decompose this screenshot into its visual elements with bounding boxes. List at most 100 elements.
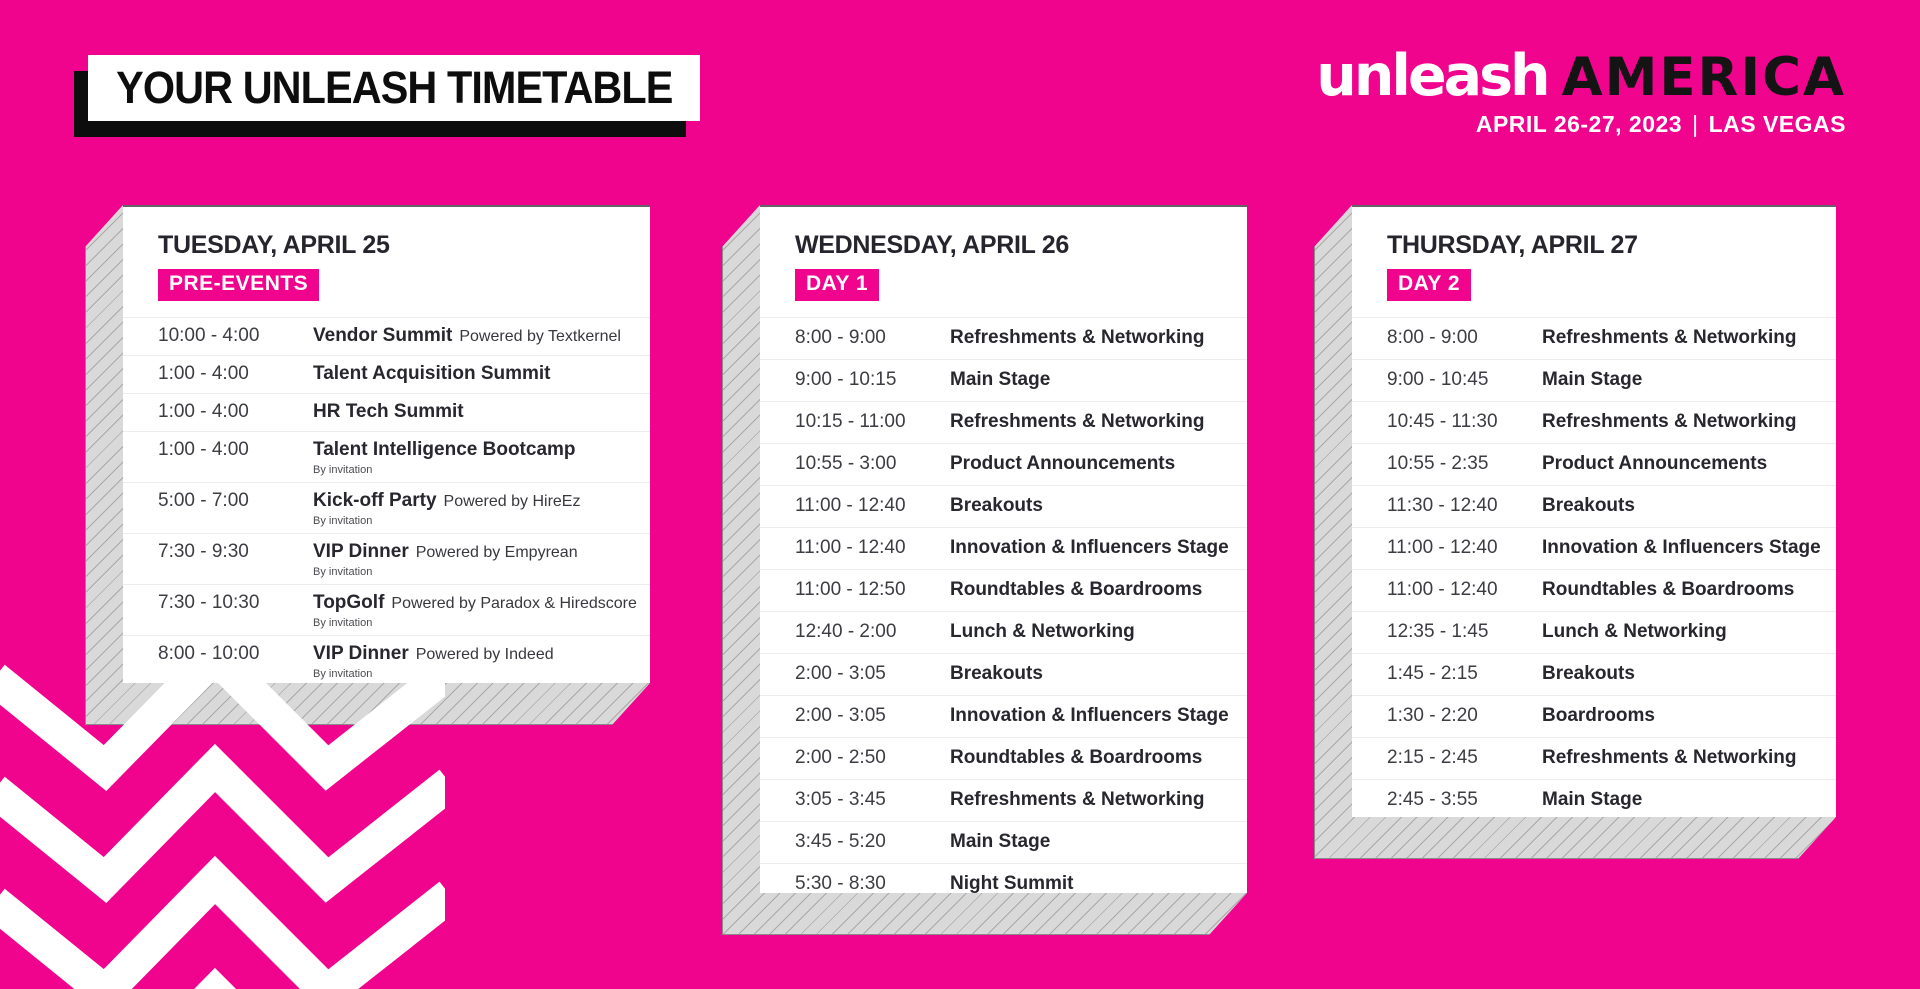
event-title: Lunch & Networking: [1542, 621, 1727, 642]
event-title: Product Announcements: [950, 453, 1176, 474]
event-body: TopGolf Powered by Paradox & Hiredscore By…: [313, 591, 638, 629]
event-body: Product Announcements: [1542, 452, 1824, 477]
event-city: LAS VEGAS: [1708, 111, 1846, 137]
event-body: Lunch & Networking: [950, 620, 1235, 645]
event-time: 9:00 - 10:45: [1387, 369, 1489, 390]
event-note: By invitation: [313, 617, 373, 629]
event-time: 11:00 - 12:40: [1387, 579, 1498, 600]
event-title: Boardrooms: [1542, 705, 1655, 726]
event-body: Talent Acquisition Summit: [313, 362, 638, 387]
event-row: 2:15 - 2:45 Refreshments & Networking: [1352, 738, 1836, 780]
event-title: Refreshments & Networking: [1542, 747, 1797, 768]
event-body: Refreshments & Networking: [1542, 326, 1824, 351]
event-time: 10:55 - 3:00: [795, 453, 897, 474]
event-title: Main Stage: [1542, 789, 1643, 810]
event-title: HR Tech Summit: [313, 401, 464, 422]
event-row: 9:00 - 10:45 Main Stage: [1352, 360, 1836, 402]
event-row: 10:15 - 11:00 Refreshments & Networking: [760, 402, 1247, 444]
event-title: Refreshments & Networking: [950, 327, 1205, 348]
event-row: 12:35 - 1:45 Lunch & Networking: [1352, 612, 1836, 654]
event-time: 10:00 - 4:00: [158, 325, 260, 346]
card-wednesday: WEDNESDAY, APRIL 26 DAY 1 8:00 - 9:00 Ref…: [760, 205, 1247, 893]
event-list: 8:00 - 9:00 Refreshments & Networking 9:00…: [760, 317, 1247, 893]
event-row: 8:00 - 9:00 Refreshments & Networking: [1352, 318, 1836, 360]
event-body: Roundtables & Boardrooms: [950, 746, 1235, 771]
card-face: WEDNESDAY, APRIL 26 DAY 1 8:00 - 9:00 Ref…: [760, 205, 1247, 893]
event-time: 7:30 - 10:30: [158, 592, 260, 613]
event-time: 2:00 - 3:05: [795, 705, 886, 726]
day-title: THURSDAY, APRIL 27: [1387, 231, 1638, 259]
event-powered-by: Powered by Paradox & Hiredscore: [391, 595, 637, 612]
event-time: 11:00 - 12:40: [1387, 537, 1498, 558]
event-title: Talent Intelligence Bootcamp: [313, 439, 576, 460]
event-body: Refreshments & Networking: [950, 326, 1235, 351]
event-title: Innovation & Influencers Stage: [1542, 537, 1821, 558]
card-thursday: THURSDAY, APRIL 27 DAY 2 8:00 - 9:00 Refr…: [1352, 205, 1836, 817]
event-row: 10:00 - 4:00 Vendor Summit Powered by Text…: [123, 318, 650, 356]
event-body: Innovation & Influencers Stage: [950, 704, 1235, 729]
tagline-separator: |: [1692, 111, 1699, 137]
event-time: 8:00 - 10:00: [158, 643, 260, 664]
event-time: 5:00 - 7:00: [158, 490, 249, 511]
event-row: 11:00 - 12:40 Breakouts: [760, 486, 1247, 528]
event-row: 11:00 - 12:40 Innovation & Influencers St…: [760, 528, 1247, 570]
event-time: 8:00 - 9:00: [795, 327, 886, 348]
event-title: Night Summit: [950, 873, 1074, 893]
event-powered-by: Powered by Indeed: [415, 646, 554, 663]
event-title: Main Stage: [950, 369, 1051, 390]
event-row: 10:55 - 3:00 Product Announcements: [760, 444, 1247, 486]
event-row: 7:30 - 10:30 TopGolf Powered by Paradox & …: [123, 585, 650, 636]
event-title: Kick-off Party: [313, 490, 437, 511]
event-body: Roundtables & Boardrooms: [1542, 578, 1824, 603]
event-row: 7:30 - 9:30 VIP Dinner Powered by Empyrean…: [123, 534, 650, 585]
event-title: Lunch & Networking: [950, 621, 1135, 642]
event-time: 3:45 - 5:20: [795, 831, 886, 852]
event-row: 3:45 - 5:20 Main Stage: [760, 822, 1247, 864]
event-title: Main Stage: [950, 831, 1051, 852]
day-badge: DAY 1: [795, 269, 880, 301]
event-row: 1:30 - 2:20 Boardrooms: [1352, 696, 1836, 738]
event-time: 7:30 - 9:30: [158, 541, 249, 562]
event-body: Boardrooms: [1542, 704, 1824, 729]
event-row: 1:45 - 2:15 Breakouts: [1352, 654, 1836, 696]
event-row: 10:45 - 11:30 Refreshments & Networking: [1352, 402, 1836, 444]
day-title: TUESDAY, APRIL 25: [158, 231, 390, 259]
event-body: Refreshments & Networking: [950, 788, 1235, 813]
event-body: Kick-off Party Powered by HireEz By invita…: [313, 489, 638, 527]
event-row: 1:00 - 4:00 Talent Intelligence Bootcamp B…: [123, 432, 650, 483]
event-time: 2:15 - 2:45: [1387, 747, 1478, 768]
event-note: By invitation: [313, 464, 373, 476]
event-body: Main Stage: [1542, 368, 1824, 393]
day-title: WEDNESDAY, APRIL 26: [795, 231, 1070, 259]
event-time: 10:55 - 2:35: [1387, 453, 1489, 474]
day-badge: DAY 2: [1387, 269, 1472, 301]
event-body: Innovation & Influencers Stage: [950, 536, 1235, 561]
event-list: 8:00 - 9:00 Refreshments & Networking 9:00…: [1352, 317, 1836, 817]
event-body: Refreshments & Networking: [1542, 746, 1824, 771]
event-row: 9:00 - 10:15 Main Stage: [760, 360, 1247, 402]
event-title: Vendor Summit: [313, 325, 453, 346]
event-row: 5:00 - 7:00 Kick-off Party Powered by Hire…: [123, 483, 650, 534]
event-time: 1:00 - 4:00: [158, 363, 249, 384]
event-title: Innovation & Influencers Stage: [950, 537, 1229, 558]
event-title: Refreshments & Networking: [1542, 411, 1797, 432]
event-time: 2:00 - 2:50: [795, 747, 886, 768]
event-body: Refreshments & Networking: [1542, 410, 1824, 435]
event-title: Main Stage: [1542, 369, 1643, 390]
event-title: Roundtables & Boardrooms: [1542, 579, 1795, 600]
event-body: Refreshments & Networking: [950, 410, 1235, 435]
event-time: 1:00 - 4:00: [158, 401, 249, 422]
card-face: TUESDAY, APRIL 25 PRE-EVENTS 10:00 - 4:0…: [123, 205, 650, 683]
event-date-location: APRIL 26-27, 2023 | LAS VEGAS: [1316, 111, 1846, 138]
event-title: Breakouts: [950, 663, 1043, 684]
event-time: 5:30 - 8:30: [795, 873, 886, 893]
event-row: 10:55 - 2:35 Product Announcements: [1352, 444, 1836, 486]
card-tuesday: TUESDAY, APRIL 25 PRE-EVENTS 10:00 - 4:0…: [123, 205, 650, 683]
event-body: Main Stage: [1542, 788, 1824, 813]
event-time: 1:00 - 4:00: [158, 439, 249, 460]
day-badge: PRE-EVENTS: [158, 269, 320, 301]
title-box: YOUR UNLEASH TIMETABLE: [88, 55, 700, 121]
